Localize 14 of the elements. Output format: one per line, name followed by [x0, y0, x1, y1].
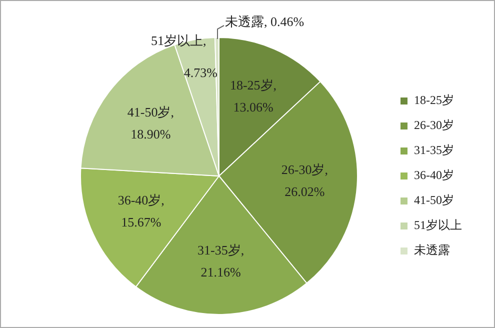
data-label: 36-40岁, 15.67% — [118, 192, 164, 230]
data-label: 26-30岁, 26.02% — [281, 162, 328, 200]
data-label: 未透露, 0.46% — [225, 14, 304, 29]
data-label: 18-25岁, 13.06% — [230, 78, 277, 115]
legend-label: 未透露 — [414, 243, 450, 258]
legend-label: 36-40岁 — [414, 168, 454, 182]
legend-label: 31-35岁 — [414, 143, 454, 158]
data-label: 31-35岁, 21.16% — [198, 242, 244, 280]
legend-label: 51岁以上 — [414, 218, 462, 232]
legend-label: 26-30岁 — [414, 118, 454, 132]
text: 51岁以上, 4.73% — [151, 33, 218, 80]
data-label: 41-50岁, 18.90% — [127, 104, 174, 142]
legend-label: 41-50岁 — [414, 193, 454, 208]
legend-label: 18-25岁 — [414, 93, 454, 108]
